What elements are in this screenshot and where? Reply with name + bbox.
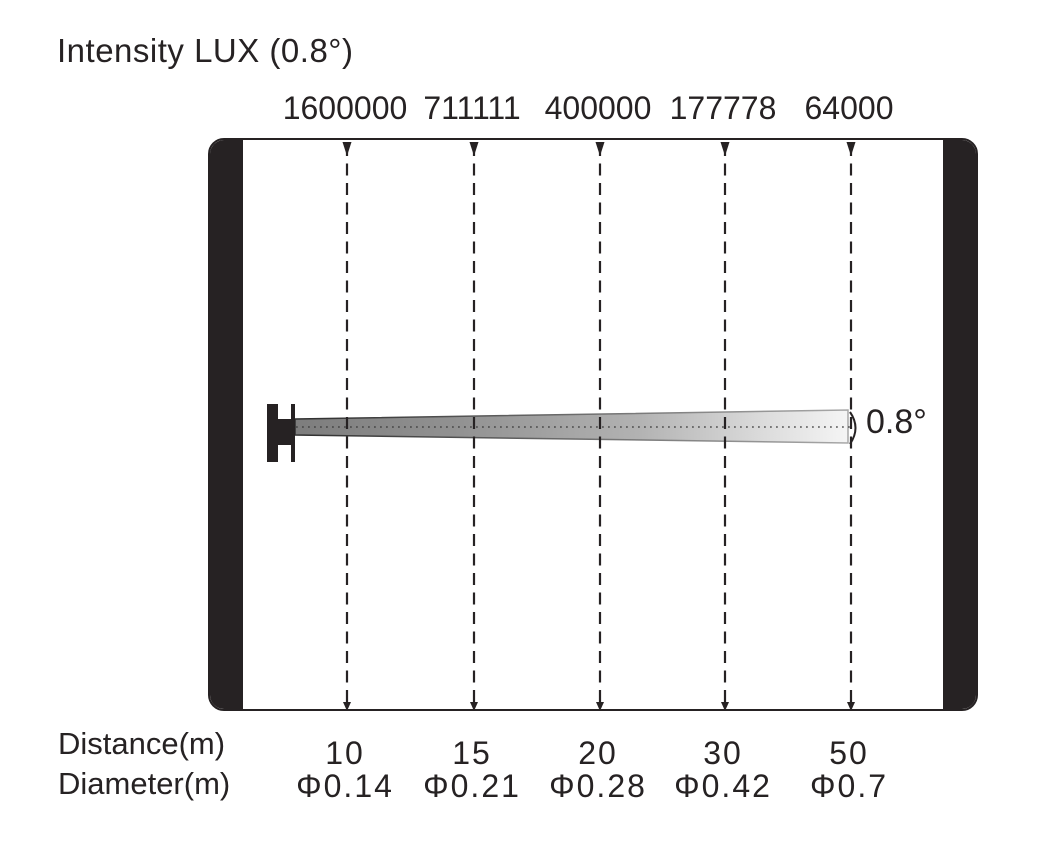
light-fixture-icon	[267, 404, 295, 462]
distance-value: 10	[325, 735, 365, 771]
grid-arrow-top-icon	[342, 142, 352, 156]
grid-arrow-bottom-icon	[343, 702, 351, 709]
grid-arrow-bottom-icon	[847, 702, 855, 709]
intensity-value: 64000	[804, 90, 894, 126]
grid-arrow-bottom-icon	[721, 702, 729, 709]
grid-arrow-top-icon	[720, 142, 730, 156]
intensity-value: 1600000	[282, 90, 408, 126]
diameter-row-label: Diameter(m)	[58, 766, 231, 801]
intensity-value: 711111	[423, 90, 521, 126]
page-title: Intensity LUX (0.8°)	[57, 32, 354, 69]
diameter-value: Φ0.42	[674, 768, 772, 804]
left-wall	[210, 140, 243, 709]
grid-arrow-bottom-icon	[596, 702, 604, 709]
beam-angle-label: 0.8°	[866, 403, 927, 441]
beam-diagram	[208, 138, 978, 711]
diameter-value: Φ0.28	[549, 768, 647, 804]
beam-cone-graphic	[267, 142, 857, 709]
diameter-value: Φ0.21	[423, 768, 521, 804]
distance-value: 15	[452, 735, 492, 771]
diameter-value: Φ0.7	[809, 768, 889, 804]
distance-value: 20	[578, 735, 618, 771]
distance-value: 30	[703, 735, 743, 771]
right-wall	[943, 140, 976, 709]
distance-value: 50	[829, 735, 869, 771]
grid-arrow-top-icon	[469, 142, 479, 156]
distance-row-label: Distance(m)	[58, 726, 226, 761]
intensity-value: 400000	[544, 90, 652, 126]
beam-angle-arc	[849, 411, 857, 445]
grid-arrow-top-icon	[595, 142, 605, 156]
intensity-value: 177778	[669, 90, 777, 126]
diameter-value: Φ0.14	[296, 768, 394, 804]
grid-arrow-top-icon	[846, 142, 856, 156]
grid-arrow-bottom-icon	[470, 702, 478, 709]
